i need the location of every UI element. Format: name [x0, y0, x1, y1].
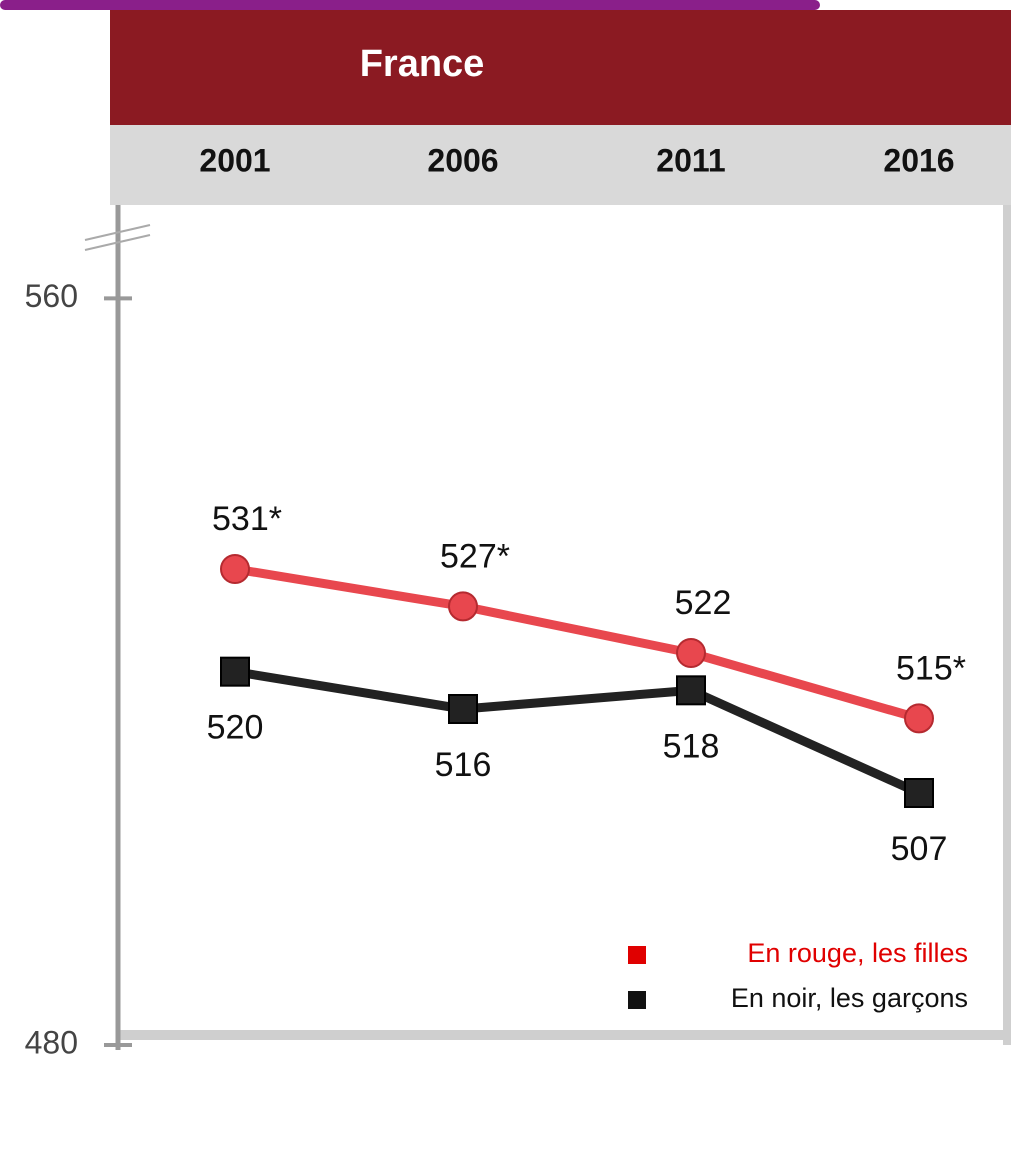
y-tick-label: 480 — [25, 1024, 78, 1060]
legend-swatch — [628, 946, 646, 964]
plot-border-bottom — [118, 1030, 1011, 1040]
data-label: 531* — [212, 500, 282, 538]
point — [220, 554, 250, 584]
point — [676, 675, 706, 706]
point — [220, 656, 250, 687]
data-label: 516 — [435, 746, 492, 784]
point — [448, 694, 478, 724]
y-tick-label: 560 — [25, 278, 78, 314]
x-tick-label: 2011 — [656, 142, 725, 178]
axis-break — [84, 234, 151, 251]
legend-label: En rouge, les filles — [747, 938, 968, 968]
legend-label: En noir, les garçons — [731, 983, 968, 1013]
x-tick-label: 2016 — [883, 142, 954, 178]
year-band — [110, 125, 1011, 205]
data-label: 507 — [891, 830, 948, 868]
point — [904, 778, 934, 808]
data-label: 522 — [675, 584, 732, 622]
series-line — [234, 564, 921, 723]
axis-break — [84, 224, 151, 241]
data-label: 520 — [207, 709, 264, 747]
data-label: 518 — [663, 727, 720, 765]
data-label: 527* — [440, 537, 510, 575]
point — [448, 591, 478, 622]
series-line — [234, 667, 921, 798]
data-label: 515* — [896, 649, 966, 687]
x-tick-label: 2001 — [199, 142, 270, 178]
point — [904, 703, 934, 734]
header-band — [110, 10, 1011, 125]
legend-swatch — [628, 991, 646, 1009]
x-tick-label: 2006 — [427, 142, 498, 178]
chart-title: France — [360, 43, 485, 85]
top-strip — [0, 0, 820, 10]
plot-border-right — [1003, 205, 1011, 1045]
point — [676, 638, 706, 668]
